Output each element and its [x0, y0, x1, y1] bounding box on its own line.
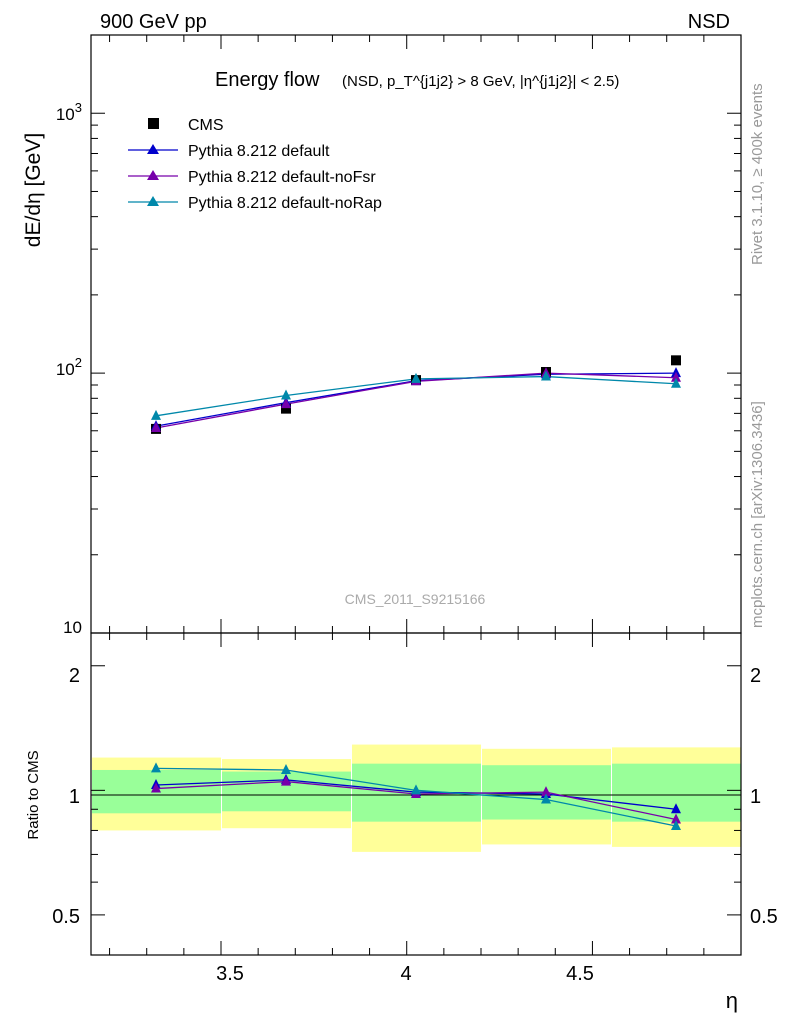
- main-point-noRap: [411, 372, 421, 383]
- analysis-watermark: CMS_2011_S9215166: [345, 591, 486, 607]
- axis-ticks: [91, 34, 742, 955]
- ratio-tick-label-0.5-right: 0.5: [750, 906, 778, 928]
- ratio-tick-label-0.5-left: 0.5: [52, 906, 80, 928]
- ratio-point-noRap: [671, 819, 681, 830]
- x-tick-label-4: 4: [400, 963, 411, 985]
- ratio-tick-label-1-right: 1: [750, 786, 761, 808]
- legend-marker-noFsr: [147, 170, 159, 180]
- ratio-point-noRap: [411, 784, 421, 795]
- main-point-noFsr: [151, 421, 161, 432]
- ratio-panel-frame: [90, 632, 742, 956]
- legend-label-noFsr: Pythia 8.212 default-noFsr: [188, 169, 376, 186]
- plot-title-sub: (NSD, p_T^{j1j2} > 8 GeV, |η^{j1j2}| < 2…: [342, 73, 619, 90]
- ratio-series-layer: [151, 762, 681, 830]
- x-tick-label-3.5: 3.5: [216, 963, 244, 985]
- ratio-point-noFsr: [281, 775, 291, 786]
- cms-point: [671, 355, 681, 366]
- ratio-point-noRap: [281, 763, 291, 774]
- header-right: NSD: [688, 11, 730, 33]
- legend-label-cms: CMS: [188, 117, 224, 134]
- y-tick-label-1000: 103: [56, 100, 82, 124]
- main-point-noRap: [281, 389, 291, 400]
- main-point-noFsr: [671, 371, 681, 382]
- side-text-rivet: Rivet 3.1.10, ≥ 400k events: [749, 83, 766, 265]
- ratio-point-noFsr: [671, 813, 681, 824]
- ratio-point-noRap: [541, 793, 551, 804]
- cms-point: [281, 403, 291, 414]
- ratio-point-noFsr: [151, 782, 161, 793]
- ratio-tick-label-2-right: 2: [750, 665, 761, 687]
- header-left: 900 GeV pp: [100, 11, 207, 33]
- y-tick-label-10: 10: [63, 618, 82, 637]
- legend-label-noRap: Pythia 8.212 default-noRap: [188, 195, 382, 212]
- y-tick-label-100: 102: [56, 355, 82, 379]
- main-point-noRap: [541, 370, 551, 381]
- legend-marker-cms: [148, 118, 159, 129]
- main-point-noFsr: [281, 398, 291, 409]
- plot-title: Energy flow (NSD, p_T^{j1j2} > 8 GeV, |η…: [215, 69, 619, 91]
- cms-uncertainty-bands: [92, 744, 741, 852]
- x-tick-label-4.5: 4.5: [566, 963, 594, 985]
- legend-marker-default: [147, 144, 159, 154]
- x-axis-labels: 3.5 4 4.5: [216, 963, 594, 985]
- legend-label-default: Pythia 8.212 default: [188, 143, 330, 160]
- y-axis-labels: 10 102 103: [56, 100, 82, 637]
- legend: CMS Pythia 8.212 default Pythia 8.212 de…: [128, 117, 382, 212]
- main-series-layer: [151, 355, 681, 434]
- ratio-axis-labels: 0.5 1 2 0.5 1 2: [52, 665, 778, 928]
- plot-title-main: Energy flow: [215, 69, 320, 91]
- ratio-point-default: [671, 803, 681, 814]
- ratio-tick-label-2-left: 2: [69, 665, 80, 687]
- legend-marker-noRap: [147, 196, 159, 206]
- x-axis-title: η: [726, 988, 738, 1013]
- main-point-noRap: [671, 377, 681, 388]
- ratio-point-noFsr: [541, 786, 551, 797]
- ratio-axis-title: Ratio to CMS: [25, 750, 42, 839]
- ratio-tick-label-1-left: 1: [69, 786, 80, 808]
- main-point-noRap: [151, 409, 161, 420]
- ratio-point-noRap: [151, 762, 161, 773]
- side-text-mcplots: mcplots.cern.ch [arXiv:1306.3436]: [749, 401, 766, 628]
- y-axis-title: dE/dη [GeV]: [22, 133, 45, 247]
